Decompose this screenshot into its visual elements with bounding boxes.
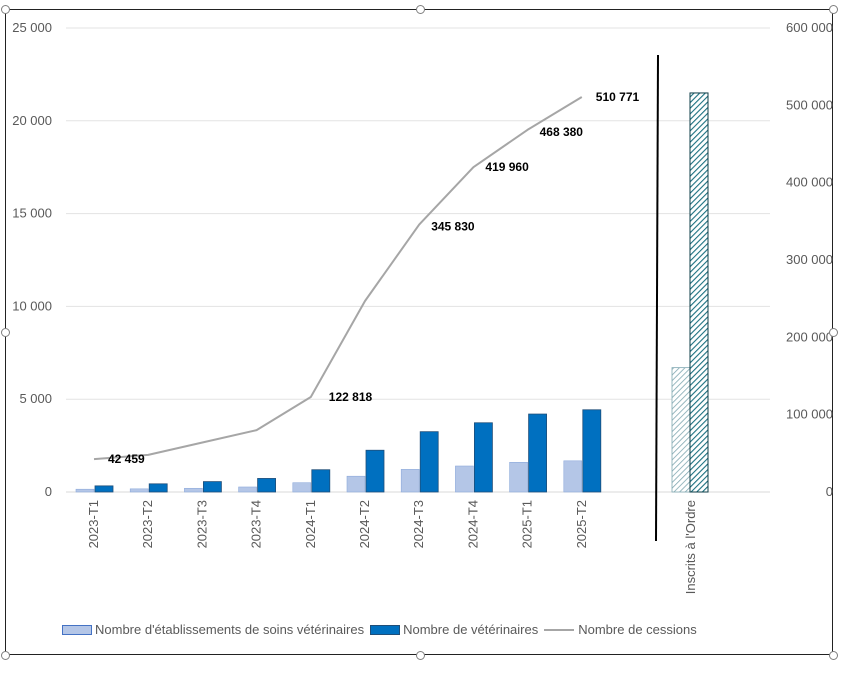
data-label-cessions: 122 818 bbox=[329, 390, 373, 404]
bar-veterinaires bbox=[202, 481, 222, 493]
data-label-cessions: 345 830 bbox=[431, 220, 475, 234]
x-tick-label: 2023-T2 bbox=[140, 500, 155, 548]
bar-veterinaires bbox=[365, 449, 385, 493]
resize-handle[interactable] bbox=[829, 328, 838, 337]
resize-handle[interactable] bbox=[1, 5, 10, 14]
legend-swatch-cessions bbox=[544, 628, 575, 631]
y-left-tick: 20 000 bbox=[12, 113, 52, 128]
legend-swatch-veterinaires bbox=[370, 624, 401, 635]
line-cessions bbox=[93, 96, 583, 461]
legend-label-veterinaires: Nombre de vétérinaires bbox=[403, 622, 539, 637]
y-left-tick: 25 000 bbox=[12, 20, 52, 35]
bar-etablissements bbox=[455, 465, 474, 493]
resize-handle[interactable] bbox=[1, 651, 10, 660]
bar-veterinaires bbox=[473, 422, 493, 493]
x-tick-label: 2025-T1 bbox=[520, 500, 535, 548]
x-tick-label: 2024-T4 bbox=[465, 500, 480, 548]
y-right-tick: 200 000 bbox=[786, 329, 833, 344]
resize-handle[interactable] bbox=[1, 328, 10, 337]
resize-handle[interactable] bbox=[829, 651, 838, 660]
x-tick-label: 2023-T4 bbox=[249, 500, 264, 548]
bar-inscrits-veterinaires bbox=[689, 92, 709, 493]
y-left-tick: 0 bbox=[45, 484, 52, 499]
bar-inscrits-etablissements bbox=[671, 367, 691, 493]
resize-handle[interactable] bbox=[416, 651, 425, 660]
y-left-tick: 15 000 bbox=[12, 206, 52, 221]
bar-veterinaires bbox=[148, 483, 168, 493]
x-tick-label: 2025-T2 bbox=[574, 500, 589, 548]
bar-etablissements bbox=[400, 469, 420, 493]
data-label-cessions: 419 960 bbox=[485, 160, 529, 174]
y-right-tick: 400 000 bbox=[786, 175, 833, 190]
bar-veterinaires bbox=[582, 409, 602, 493]
data-label-cessions: 468 380 bbox=[540, 125, 584, 139]
bar-veterinaires bbox=[257, 478, 277, 493]
bar-etablissements bbox=[346, 475, 366, 493]
x-tick-label-inscrits: Inscrits à l'Ordre bbox=[683, 500, 698, 594]
x-tick-label: 2024-T1 bbox=[303, 500, 318, 548]
bar-etablissements bbox=[563, 460, 583, 493]
legend-item-etablissements: Nombre d'établissements de soins vétérin… bbox=[62, 622, 364, 637]
resize-handle[interactable] bbox=[829, 5, 838, 14]
y-right-tick: 300 000 bbox=[786, 252, 833, 267]
x-tick-label: 2024-T2 bbox=[357, 500, 372, 548]
y-left-tick: 5 000 bbox=[19, 391, 52, 406]
data-label-cessions: 42 459 bbox=[108, 452, 145, 466]
legend-swatch-etablissements bbox=[62, 624, 92, 635]
bar-etablissements bbox=[238, 486, 257, 493]
bar-veterinaires bbox=[528, 413, 547, 493]
y-right-tick: 600 000 bbox=[786, 20, 833, 35]
resize-handle[interactable] bbox=[416, 5, 425, 14]
bar-veterinaires bbox=[311, 469, 331, 493]
legend-item-cessions: Nombre de cessions bbox=[544, 622, 697, 637]
legend-label-cessions: Nombre de cessions bbox=[578, 622, 697, 637]
x-tick-label: 2024-T3 bbox=[411, 500, 426, 548]
bar-etablissements bbox=[129, 488, 149, 493]
bar-veterinaires bbox=[94, 485, 114, 493]
y-right-tick: 0 bbox=[826, 484, 833, 499]
y-left-tick: 10 000 bbox=[12, 298, 52, 313]
bar-etablissements bbox=[292, 482, 312, 493]
x-tick-label: 2023-T1 bbox=[86, 500, 101, 548]
y-right-tick: 100 000 bbox=[786, 407, 833, 422]
legend-item-veterinaires: Nombre de vétérinaires bbox=[370, 622, 538, 637]
x-tick-label: 2023-T3 bbox=[194, 500, 209, 548]
bar-etablissements bbox=[75, 488, 95, 493]
bar-veterinaires bbox=[419, 431, 439, 493]
separator-line bbox=[655, 54, 659, 542]
bar-etablissements bbox=[184, 487, 203, 493]
bar-etablissements bbox=[509, 462, 528, 493]
data-label-cessions: 510 771 bbox=[596, 90, 640, 104]
legend-label-etablissements: Nombre d'établissements de soins vétérin… bbox=[95, 622, 365, 637]
y-right-tick: 500 000 bbox=[786, 97, 833, 112]
legend: Nombre d'établissements de soins vétérin… bbox=[62, 622, 703, 637]
